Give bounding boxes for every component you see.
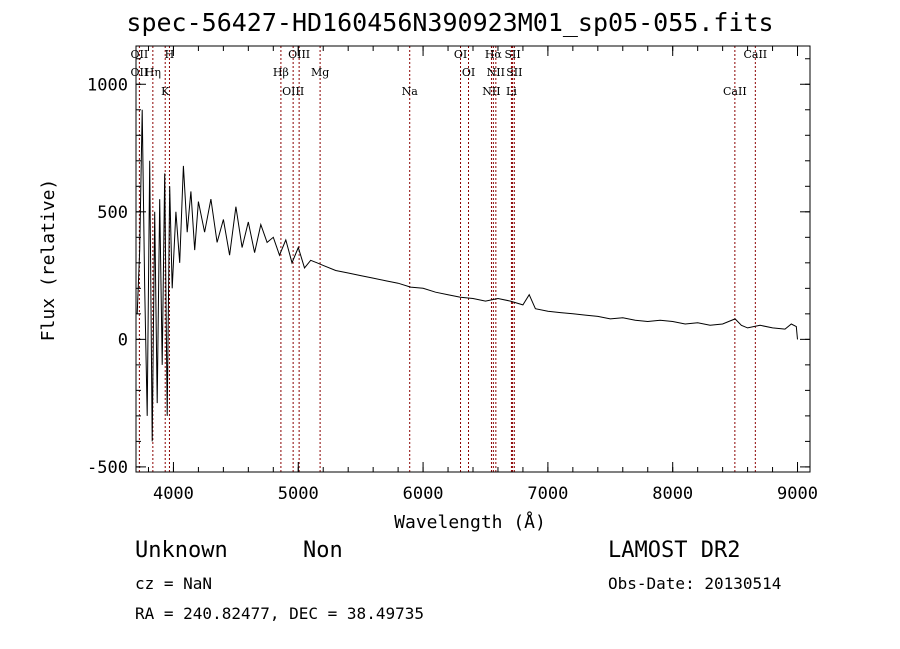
- line-label-oii: OII: [131, 66, 149, 79]
- line-label-nii: NII: [482, 85, 500, 98]
- ra-dec-coordinates: RA = 240.82477, DEC = 38.49735: [135, 604, 424, 623]
- object-class: Unknown: [135, 538, 228, 563]
- y-axis-label: Flux (relative): [38, 179, 59, 342]
- line-label-nii: NII: [487, 66, 505, 79]
- y-axis-ticks: -500 0 500 1000: [87, 58, 810, 478]
- line-label-oi: OI: [462, 66, 475, 79]
- redshift-cz: cz = NaN: [135, 574, 213, 593]
- x-tick-label: 8000: [652, 484, 693, 504]
- line-label-h: H: [165, 48, 175, 61]
- line-label-na: Na: [402, 85, 419, 98]
- line-label-sii: SII: [504, 48, 520, 61]
- line-label-hα: Hα: [485, 48, 503, 61]
- emission-line-markers: [138, 46, 756, 472]
- x-tick-label: 4000: [153, 484, 194, 504]
- y-tick-label: 0: [118, 330, 128, 350]
- line-label-k: K: [161, 85, 170, 98]
- line-label-hη: Hη: [145, 66, 161, 79]
- line-label-li: Li: [506, 85, 517, 98]
- line-label-oiii: OIII: [288, 48, 310, 61]
- y-tick-label: 1000: [87, 75, 128, 95]
- line-label-hβ: Hβ: [273, 66, 289, 79]
- survey-name: LAMOST DR2: [608, 538, 741, 563]
- x-tick-label: 9000: [777, 484, 818, 504]
- x-axis-ticks: 4000 5000 6000 7000 8000 9000: [147, 46, 818, 504]
- y-tick-label: 500: [97, 203, 128, 223]
- flux-series-line: [136, 109, 798, 442]
- x-axis-label: Wavelength (Å): [394, 511, 546, 533]
- x-tick-label: 5000: [278, 484, 319, 504]
- emission-line-labels: OIIOIIHηKHHβOIIIOIIIMgNaOIOINIIHαNIILiSI…: [131, 48, 768, 98]
- observation-date: Obs-Date: 20130514: [608, 574, 782, 593]
- object-subclass: Non: [303, 538, 343, 563]
- plot-frame: [135, 45, 811, 473]
- line-label-sii: SII: [506, 66, 522, 79]
- line-label-mg: Mg: [311, 66, 329, 79]
- x-tick-label: 6000: [403, 484, 444, 504]
- line-label-oi: OI: [454, 48, 467, 61]
- line-label-oiii: OIII: [282, 85, 304, 98]
- chart-title: spec-56427-HD160456N390923M01_sp05-055.f…: [126, 8, 774, 37]
- line-label-oii: OII: [131, 48, 149, 61]
- y-tick-label: -500: [87, 458, 128, 478]
- line-label-caii: CaII: [743, 48, 767, 61]
- x-tick-label: 7000: [527, 484, 568, 504]
- line-label-caii: CaII: [723, 85, 747, 98]
